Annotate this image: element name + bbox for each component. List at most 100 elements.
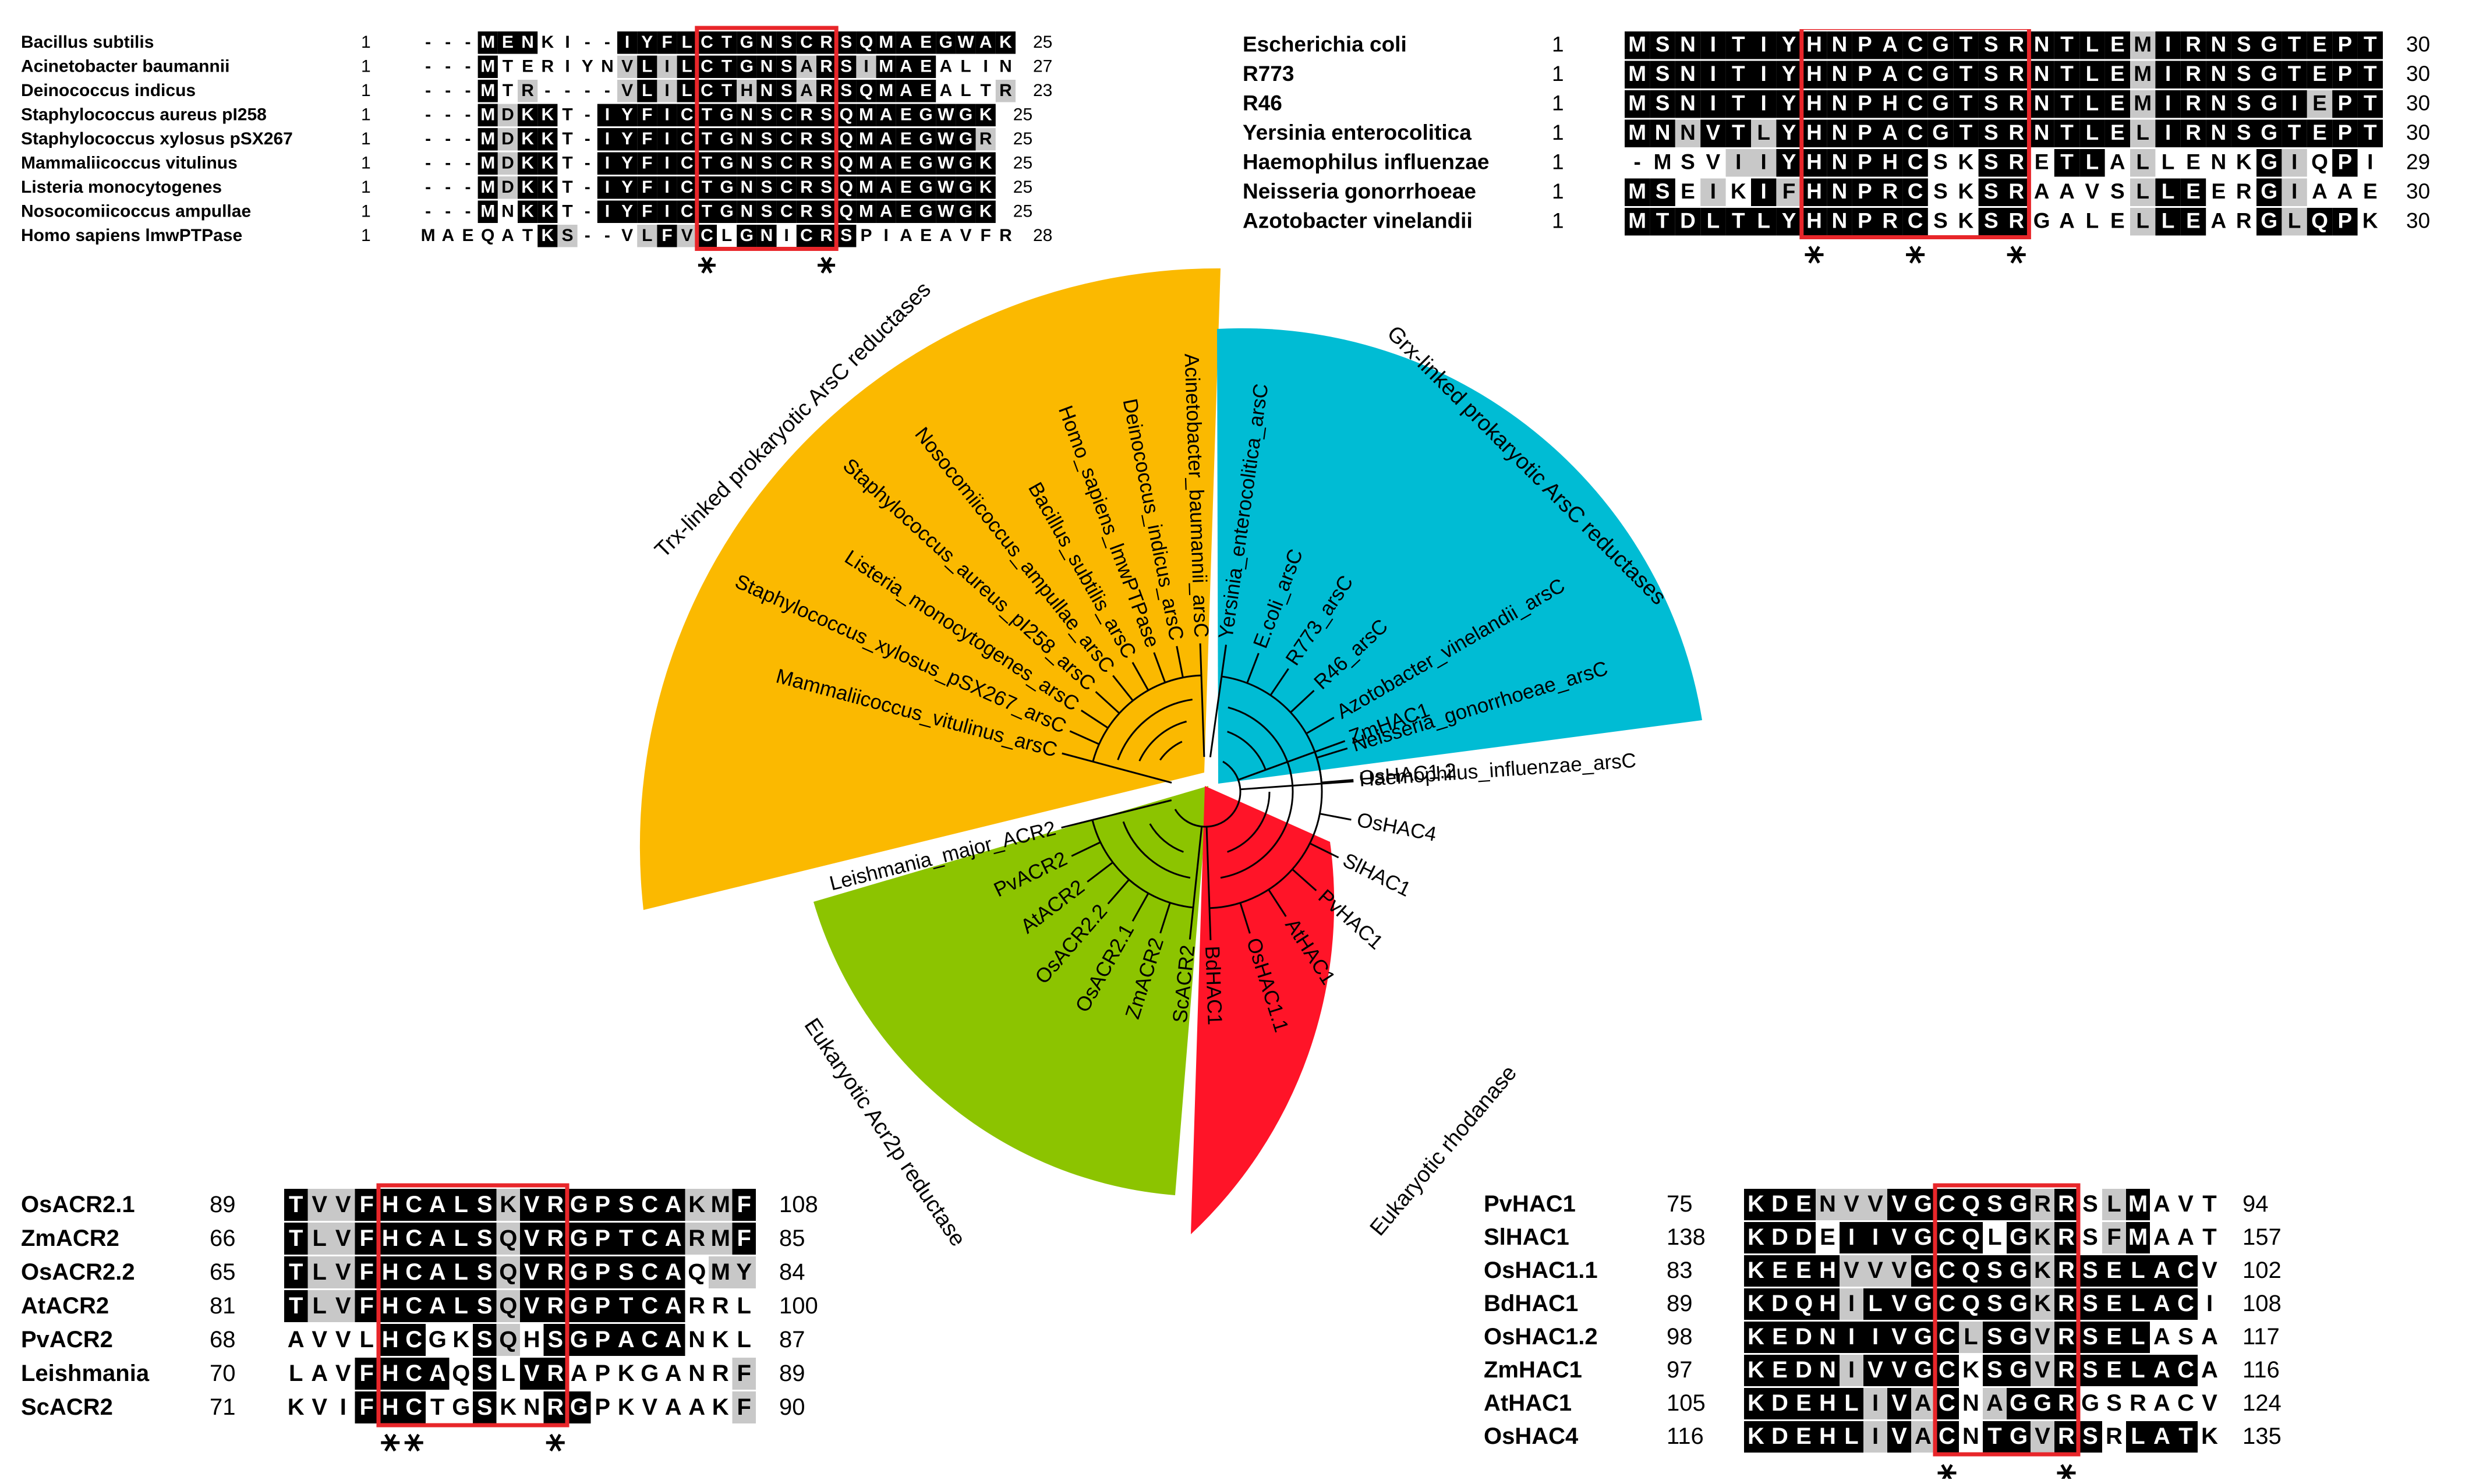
residue-shade — [1902, 178, 1928, 206]
residue: M — [480, 56, 495, 76]
residue-shade — [2155, 61, 2181, 88]
residue-shade — [2130, 178, 2156, 206]
residue-shade — [856, 31, 876, 54]
sequence-name: ZmACR2 — [21, 1226, 119, 1251]
residue-shade — [1725, 90, 1751, 118]
residue: K — [1748, 1324, 1764, 1350]
residue: K — [541, 33, 554, 52]
residue-shade — [756, 128, 777, 151]
residue: T — [562, 178, 572, 197]
residue: T — [1732, 121, 1745, 144]
residue: E — [1796, 1191, 1812, 1217]
residue-shade — [856, 80, 876, 102]
residue-shade — [975, 152, 996, 175]
residue-shade — [756, 80, 777, 102]
residue: C — [405, 1226, 422, 1251]
residue-shade — [876, 200, 896, 223]
residue: R — [547, 1293, 564, 1319]
residue: R — [800, 201, 813, 221]
residue-shade — [537, 128, 558, 151]
residue-shade — [496, 1189, 520, 1221]
residue-shade — [1816, 1189, 1840, 1220]
residue: L — [313, 1259, 327, 1285]
residue: P — [2338, 91, 2353, 115]
residue: F — [2107, 1224, 2121, 1250]
residue: V — [2178, 1191, 2194, 1217]
sequence-name: Escherichia coli — [1243, 32, 1407, 56]
residue: F — [662, 226, 672, 245]
sequence-end: 30 — [2406, 208, 2430, 232]
tree-leaf-label: OsHAC4 — [1355, 809, 1438, 846]
residue-shade — [1751, 61, 1777, 88]
residue: F — [360, 1394, 374, 1420]
residue-shade — [1744, 1189, 1768, 1220]
residue: A — [880, 105, 893, 124]
residue: Q — [860, 33, 873, 52]
residue: E — [1796, 1258, 1812, 1283]
residue: A — [2201, 1357, 2218, 1383]
residue: L — [1964, 1324, 1978, 1350]
residue: K — [688, 1192, 705, 1217]
residue: S — [761, 178, 772, 197]
residue: S — [477, 1361, 493, 1386]
residue: T — [1732, 32, 1745, 56]
residue: Q — [1962, 1258, 1980, 1283]
residue: L — [642, 56, 652, 76]
residue: F — [1782, 179, 1796, 203]
residue-shade — [1978, 149, 2004, 177]
residue: N — [1832, 121, 1848, 144]
residue-shade — [1700, 119, 1726, 147]
residue-shade — [995, 80, 1016, 102]
residue-shade — [1863, 1421, 1887, 1453]
residue-shade — [307, 1256, 331, 1288]
residue: - — [465, 105, 471, 124]
sequence-end: 124 — [2243, 1390, 2282, 1416]
residue: E — [920, 56, 932, 76]
residue: E — [900, 201, 912, 221]
sequence-end: 87 — [779, 1327, 805, 1352]
residue-shade — [1675, 208, 1701, 236]
residue-shade — [2029, 31, 2054, 59]
residue-shade — [449, 1223, 473, 1255]
tree-branch-trx — [1095, 691, 1120, 714]
residue: A — [900, 56, 912, 76]
residue: S — [2110, 179, 2125, 203]
residue: N — [2211, 121, 2227, 144]
residue-shade — [2155, 208, 2181, 236]
residue-shade — [796, 80, 816, 102]
residue-shade — [597, 176, 617, 199]
residue: W — [957, 33, 974, 52]
residue: F — [642, 178, 652, 197]
residue-shade — [2078, 1355, 2102, 1386]
residue-shade — [677, 176, 697, 199]
residue: G — [740, 33, 754, 52]
residue-shade — [796, 200, 816, 223]
residue: V — [2085, 179, 2100, 203]
residue-shade — [1959, 1288, 1983, 1320]
residue: L — [1844, 1423, 1858, 1449]
residue: H — [1882, 150, 1898, 173]
residue: G — [2261, 32, 2277, 56]
residue-shade — [638, 1189, 662, 1221]
residue-shade — [1953, 61, 1979, 88]
residue: T — [702, 129, 712, 148]
tree-branch-rhod — [1320, 813, 1352, 821]
residue: C — [641, 1327, 658, 1352]
residue: - — [585, 226, 590, 245]
residue-shade — [1625, 61, 1650, 88]
residue-shade — [677, 225, 697, 247]
residue-shade — [896, 80, 916, 102]
residue-shade — [737, 55, 757, 78]
residue: E — [2106, 1258, 2122, 1283]
residue: C — [1939, 1390, 1955, 1416]
sequence-name: ZmHAC1 — [1484, 1357, 1582, 1383]
sequence-start: 116 — [1667, 1423, 1704, 1449]
residue: K — [1958, 208, 1974, 232]
residue-shade — [1840, 1421, 1863, 1453]
residue-shade — [1776, 61, 1802, 88]
residue: H — [1806, 150, 1822, 173]
residue: R — [547, 1394, 564, 1420]
tree-branch — [1237, 751, 1315, 781]
residue: A — [800, 81, 813, 100]
residue: G — [1914, 1291, 1932, 1316]
